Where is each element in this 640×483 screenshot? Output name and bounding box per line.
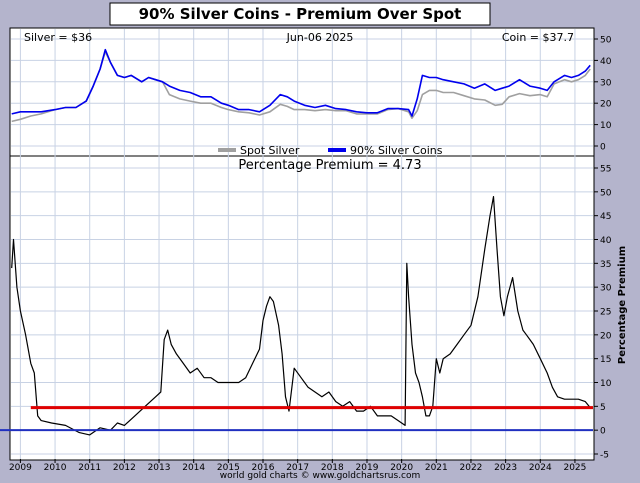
y-tick-label-bottom: 30: [600, 284, 612, 294]
x-tick-label: 2023: [494, 463, 517, 473]
x-tick-label: 2022: [460, 463, 483, 473]
x-tick-label: 2018: [321, 463, 344, 473]
title-box: [109, 2, 491, 26]
y-tick-label-bottom: 5: [600, 403, 606, 413]
y-tick-label-top: 50: [600, 36, 612, 46]
y-tick-label-top: 30: [600, 78, 612, 88]
price-series: [11, 48, 591, 123]
y-tick-label-bottom: 10: [600, 379, 612, 389]
x-tick-label: 2025: [563, 463, 586, 473]
x-tick-label: 2010: [44, 463, 67, 473]
silver-price-label: Silver = $36: [24, 31, 92, 44]
y-tick-label-top: 10: [600, 121, 612, 131]
plot-area: [9, 27, 595, 461]
y-tick-label-bottom: 0: [600, 427, 606, 437]
axes: 2009 2010 2011 2012 2013 2014 2015 2016 2017 2018…: [9, 36, 612, 474]
legend-spot-label: Spot Silver: [240, 144, 300, 157]
y-tick-label-bottom: 55: [600, 165, 611, 175]
x-tick-label: 2016: [252, 463, 275, 473]
x-tick-label: 2021: [425, 463, 448, 473]
y-tick-label-bottom: 40: [600, 236, 612, 246]
y-tick-label-top: 40: [600, 57, 612, 67]
y-tick-label-bottom: 15: [600, 355, 611, 365]
date-label: Jun-06 2025: [286, 31, 354, 44]
chart-title: 90% Silver Coins - Premium Over Spot: [139, 5, 462, 23]
y-tick-label-bottom: 45: [600, 212, 611, 222]
y-tick-label-bottom: 25: [600, 308, 611, 318]
x-tick-label: 2012: [113, 463, 136, 473]
y-tick-label-bottom: 20: [600, 331, 612, 341]
y-tick-label-top: 20: [600, 100, 612, 110]
legend: Spot Silver 90% Silver Coins: [218, 144, 443, 157]
x-tick-label: 2015: [217, 463, 240, 473]
premium-title: Percentage Premium = 4.73: [238, 158, 421, 173]
x-tick-label: 2013: [148, 463, 171, 473]
y-tick-label-bottom: 35: [600, 260, 611, 270]
x-tick-label: 2011: [78, 463, 101, 473]
x-tick-label: 2024: [529, 463, 552, 473]
x-tick-label: 2014: [182, 463, 205, 473]
y-axis-label: Percentage Premium: [617, 246, 628, 364]
y-tick-label-bottom: 50: [600, 188, 612, 198]
x-tick-label: 2019: [356, 463, 379, 473]
x-tick-label: 2017: [286, 463, 309, 473]
premium-line: [11, 196, 591, 436]
y-tick-label-bottom: -5: [600, 451, 609, 461]
coin-price-label: Coin = $37.7: [502, 31, 574, 44]
x-tick-label: 2009: [9, 463, 32, 473]
silver-coins-line: [11, 48, 591, 117]
legend-coin-label: 90% Silver Coins: [350, 144, 443, 157]
y-tick-label-top: 0: [600, 143, 606, 153]
premium-series: [0, 196, 593, 436]
footer-credit: world gold charts © www.goldchartsrus.co…: [220, 471, 421, 481]
x-tick-label: 2020: [390, 463, 413, 473]
